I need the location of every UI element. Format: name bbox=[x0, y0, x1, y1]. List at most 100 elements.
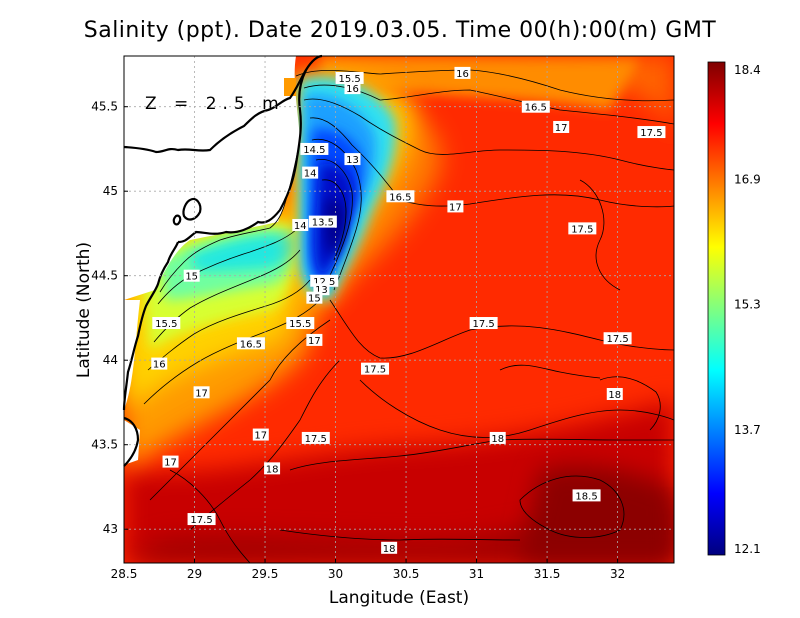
contour-label: 17 bbox=[449, 202, 462, 213]
contour-label: 17 bbox=[164, 458, 177, 469]
x-tick-label: 32 bbox=[610, 567, 625, 581]
x-tick-label: 29 bbox=[187, 567, 202, 581]
contour-label: 13 bbox=[346, 155, 359, 166]
contour-label: 13.5 bbox=[312, 218, 334, 229]
contour-label-bg bbox=[386, 190, 415, 203]
contour-label: 16.5 bbox=[240, 339, 262, 350]
y-tick-label: 43 bbox=[103, 522, 118, 536]
contour-label: 17.5 bbox=[305, 434, 327, 445]
contour-label: 17 bbox=[308, 336, 321, 347]
map-title: Salinity (ppt). Date 2019.03.05. Time 00… bbox=[83, 18, 717, 43]
depth-label: Z = 2.5 m bbox=[145, 94, 285, 114]
contour-label-bg bbox=[286, 317, 315, 330]
y-axis-ticks: 43 43.5 44 44.5 45 45.5 bbox=[91, 100, 128, 536]
contour-label: 16.5 bbox=[525, 103, 547, 114]
y-tick-label: 45 bbox=[103, 184, 118, 198]
contour-lines bbox=[143, 69, 674, 563]
x-tick-label: 30.5 bbox=[393, 567, 420, 581]
contour-label-bg bbox=[264, 462, 281, 475]
x-axis-label: Langitude (East) bbox=[328, 588, 470, 608]
contour-label: 15.5 bbox=[339, 74, 361, 85]
contour-label-bg bbox=[301, 431, 330, 444]
x-tick-label: 31 bbox=[469, 567, 484, 581]
contour-label-bg bbox=[469, 317, 498, 330]
contour-label: 18 bbox=[491, 434, 504, 445]
contour-label-bg bbox=[300, 142, 329, 155]
contour-label: 14 bbox=[304, 169, 317, 180]
colorbar-tick-label: 15.3 bbox=[734, 298, 761, 312]
contour-label: 16.5 bbox=[389, 192, 411, 203]
colorbar-tick-label: 12.1 bbox=[734, 542, 761, 556]
colorbar-ticks: 12.1 13.7 15.3 16.9 18.4 bbox=[734, 63, 761, 556]
contour-label: 17 bbox=[555, 123, 568, 134]
contour-label-bg bbox=[521, 100, 550, 113]
contour-label: 17.5 bbox=[640, 128, 662, 139]
x-tick-label: 31.5 bbox=[534, 567, 561, 581]
contour-label-bg bbox=[193, 386, 210, 399]
contour-label: 16 bbox=[153, 360, 166, 371]
contour-label-bg bbox=[187, 513, 216, 526]
contour-label-bg bbox=[151, 357, 168, 370]
contour-label-bg bbox=[236, 337, 265, 350]
contour-label: 15.5 bbox=[289, 319, 311, 330]
y-tick-label: 43.5 bbox=[91, 438, 118, 452]
contour-label: 15.5 bbox=[155, 319, 177, 330]
contour-label: 13 bbox=[315, 285, 328, 296]
contour-label-bg bbox=[152, 317, 181, 330]
contour-label: 17.5 bbox=[606, 334, 628, 345]
y-tick-label: 45.5 bbox=[91, 100, 118, 114]
contour-label: 14.5 bbox=[303, 145, 325, 156]
contour-label-bg bbox=[361, 362, 390, 375]
x-tick-label: 28.5 bbox=[111, 567, 138, 581]
contour-label-bg bbox=[381, 541, 398, 554]
contour-label-bg bbox=[183, 269, 200, 282]
y-axis-label: Latitude (North) bbox=[74, 241, 94, 379]
contour-label-bg bbox=[603, 332, 632, 345]
contour-label-bg bbox=[252, 428, 269, 441]
x-tick-label: 30 bbox=[328, 567, 343, 581]
contour-label-bg bbox=[306, 291, 323, 304]
plot-frame bbox=[123, 55, 675, 564]
coastline bbox=[122, 54, 323, 467]
contour-label: 17.5 bbox=[190, 515, 212, 526]
contour-label: 16 bbox=[346, 84, 359, 95]
contour-label-bg bbox=[344, 153, 361, 166]
colorbar-tick-label: 16.9 bbox=[734, 172, 761, 186]
contour-label: 18.5 bbox=[575, 491, 597, 502]
contour-label: 16 bbox=[456, 69, 469, 80]
x-tick-label: 29.5 bbox=[252, 567, 279, 581]
contour-label: 18 bbox=[266, 464, 279, 475]
contour-label: 12.5 bbox=[313, 277, 335, 288]
contour-label-bg bbox=[302, 166, 319, 179]
contour-label-bg bbox=[292, 219, 309, 231]
contour-label: 15 bbox=[185, 272, 198, 283]
contour-label-bg bbox=[606, 388, 623, 400]
contour-label-bg bbox=[308, 215, 337, 228]
contour-label: 18 bbox=[383, 544, 396, 555]
contour-label-bg bbox=[489, 431, 506, 444]
contour-label: 17 bbox=[254, 431, 267, 442]
y-tick-label: 44 bbox=[103, 353, 118, 367]
contour-label-bg bbox=[447, 200, 464, 213]
contour-label-bg bbox=[162, 455, 179, 468]
contour-label-bg bbox=[335, 71, 364, 84]
contour-label-bg bbox=[637, 126, 666, 139]
colorbar-tick-label: 13.7 bbox=[734, 423, 761, 437]
contour-label: 17.5 bbox=[571, 224, 593, 235]
contour-label: 15 bbox=[308, 294, 321, 305]
y-tick-label: 44.5 bbox=[91, 269, 118, 283]
colorbar bbox=[707, 61, 726, 556]
contour-label-bg bbox=[454, 66, 471, 79]
contour-label: 17 bbox=[195, 388, 208, 399]
contour-label: 18 bbox=[608, 390, 621, 401]
contour-label-bg bbox=[568, 222, 597, 235]
contour-label-bg bbox=[572, 489, 601, 502]
contour-label-bg bbox=[553, 120, 570, 133]
colorbar-tick-label: 18.4 bbox=[734, 63, 761, 77]
x-axis-ticks: 28.5 29 29.5 30 30.5 31 31.5 32 bbox=[111, 559, 625, 581]
contour-label-bg bbox=[306, 333, 323, 346]
contour-label: 17.5 bbox=[364, 365, 386, 376]
contour-label-bg bbox=[344, 82, 361, 95]
